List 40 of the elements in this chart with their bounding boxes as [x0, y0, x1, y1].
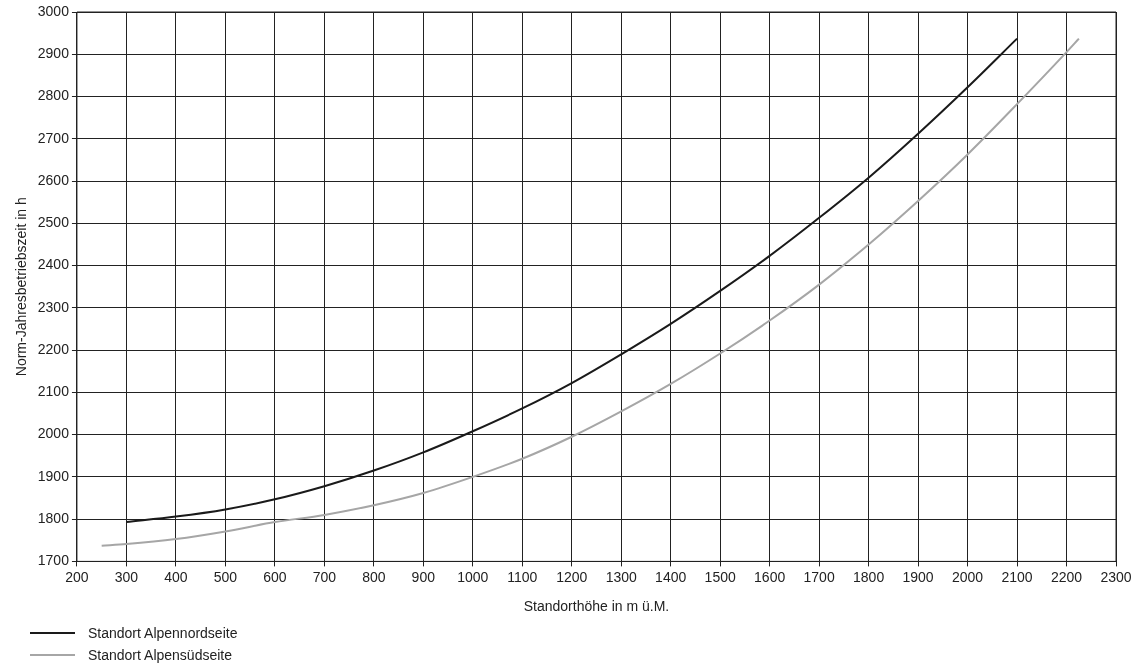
y-tick-label: 1800	[37, 510, 70, 526]
x-tick-label: 1000	[457, 568, 489, 585]
x-tick-label: 600	[263, 568, 287, 585]
x-tick-label: 1600	[754, 568, 786, 585]
y-tick-label: 2200	[37, 340, 70, 357]
x-tick-label: 1900	[902, 568, 934, 585]
x-tick-label: 300	[114, 568, 139, 585]
x-tick-label: 700	[312, 568, 337, 585]
x-tick-label: 1500	[704, 568, 736, 585]
x-tick-label: 1200	[556, 568, 588, 585]
x-tick-label: 2300	[1100, 568, 1132, 585]
y-tick-label: 1900	[37, 467, 70, 484]
x-tick-label: 1800	[853, 568, 885, 585]
y-tick-label: 2000	[37, 425, 70, 442]
x-tick-label: 400	[164, 568, 188, 585]
y-tick-label: 2700	[37, 129, 70, 146]
y-tick-label: 1700	[37, 552, 70, 569]
y-tick-label: 2300	[37, 298, 70, 315]
x-tick-label: 800	[362, 568, 386, 585]
x-tick-label: 200	[65, 568, 89, 585]
x-tick-label: 2200	[1050, 568, 1083, 585]
x-tick-label: 1100	[507, 568, 538, 585]
legend-label: Standort Alpensüdseite	[88, 647, 232, 663]
y-tick-label: 2400	[37, 256, 70, 273]
x-tick-label: 500	[213, 568, 238, 585]
y-tick-label: 2100	[37, 383, 70, 400]
y-tick-label: 2500	[37, 214, 70, 231]
x-axis-title: Standorthöhe in m ü.M.	[523, 598, 670, 615]
legend-label: Standort Alpennordseite	[88, 625, 238, 641]
x-tick-label: 900	[411, 568, 436, 585]
x-tick-label: 2100	[1001, 568, 1033, 585]
y-tick-label: 2600	[37, 171, 70, 188]
x-tick-label: 1300	[605, 568, 637, 585]
y-tick-label: 2900	[37, 45, 70, 62]
x-tick-label: 2000	[951, 568, 984, 585]
y-tick-label: 3000	[37, 2, 70, 19]
y-axis-title: Norm-Jahresbetriebszeit in h	[13, 197, 30, 377]
x-tick-label: 1700	[803, 568, 835, 585]
y-tick-label: 2800	[37, 87, 70, 104]
x-tick-label: 1400	[655, 568, 687, 585]
